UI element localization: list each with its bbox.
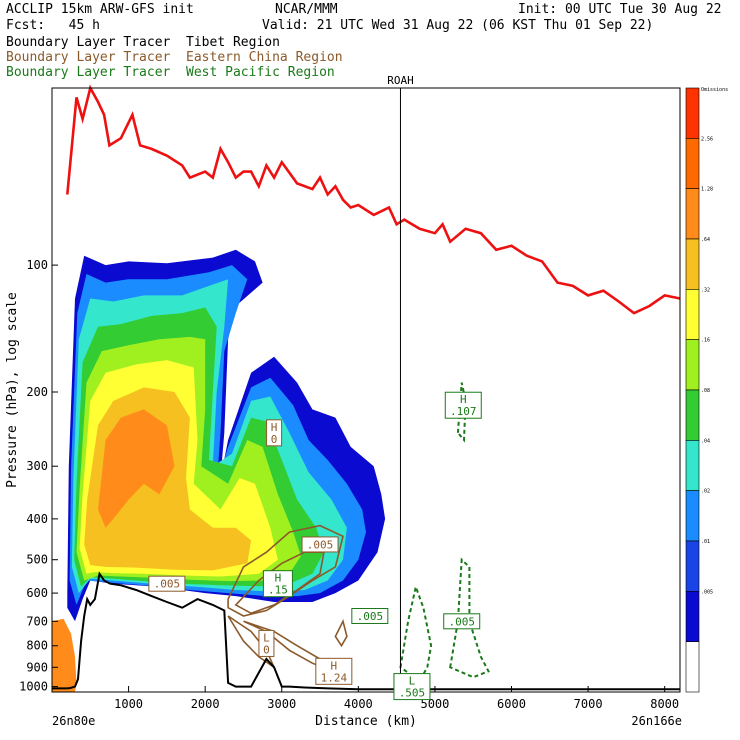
colorbar-level-label: Omissions	[701, 87, 728, 93]
plot-border	[51, 87, 681, 693]
x-tick-label: 6000	[497, 697, 526, 711]
colorbar-level-label: .04	[701, 438, 710, 444]
colorbar-level-label: 2.56	[701, 136, 713, 142]
contour-label-box	[266, 419, 283, 447]
y-tick-label: 700	[26, 614, 48, 628]
contour-label-text: H	[460, 393, 467, 406]
colorbar-swatch	[685, 591, 700, 642]
colorbar-level-label: .02	[701, 489, 710, 495]
contour-label-text: .005	[307, 538, 334, 551]
colorbar-swatch	[685, 289, 700, 340]
model-title: ACCLIP 15km ARW-GFS init	[6, 2, 194, 17]
colorbar-swatch	[685, 440, 700, 491]
contour-label-box	[443, 613, 481, 630]
contour-label-box	[444, 391, 482, 419]
contour-label-value: 1.24	[321, 671, 348, 684]
x-tick-label: 5000	[420, 697, 449, 711]
y-tick-label: 200	[26, 385, 48, 399]
x-tick-label: 7000	[574, 697, 603, 711]
contour-label-value: 0	[263, 643, 270, 656]
contour-label-box	[393, 673, 431, 701]
x-tick-label: 4000	[344, 697, 373, 711]
y-tick-label: 300	[26, 459, 48, 473]
colorbar-swatch	[685, 138, 700, 189]
colorbar-swatch	[685, 339, 700, 391]
contour-label-value: .107	[450, 405, 477, 418]
center-label: NCAR/MMM	[275, 2, 338, 17]
tracer-eastern-china: Boundary Layer Tracer Eastern China Regi…	[6, 50, 343, 65]
colorbar-swatch	[685, 490, 700, 542]
tracer-west-pacific: Boundary Layer Tracer West Pacific Regio…	[6, 65, 335, 80]
east-china-contour-4	[334, 619, 348, 648]
contour-label-text: L	[409, 675, 416, 688]
x-tick-label: 2000	[191, 697, 220, 711]
colorbar-swatch	[685, 238, 700, 290]
colorbar-swatch	[685, 540, 700, 592]
contour-label-value: .15	[268, 584, 288, 597]
y-tick-label: 800	[26, 639, 48, 653]
contour-label-value: .505	[399, 687, 426, 700]
colorbar-level-label: .32	[701, 287, 710, 293]
init-time: Init: 00 UTC Tue 30 Aug 22	[518, 2, 722, 17]
station-label: ROAH	[387, 74, 414, 87]
colorbar-swatch	[685, 641, 700, 693]
contour-label-text: .005	[448, 615, 475, 628]
tracer-tibet: Boundary Layer Tracer Tibet Region	[6, 35, 280, 50]
y-tick-label: 600	[26, 586, 48, 600]
y-tick-label: 1000	[19, 680, 48, 694]
contour-label-box	[301, 536, 339, 553]
colorbar-level-label: .08	[701, 388, 710, 394]
contour-label-text: .005	[357, 610, 384, 623]
contour-label-value: 0	[271, 433, 278, 446]
axes-layer: 1000 2000 3000 4000 5000 6000 7000 800010020030…	[5, 258, 682, 729]
contour-label-text: H	[275, 572, 282, 585]
east-china-contour-0	[227, 524, 344, 617]
tropopause-line	[66, 84, 681, 315]
terrain-line	[52, 571, 680, 691]
tracer-shade-low	[52, 618, 77, 692]
y-tick-label: 500	[26, 553, 48, 567]
y-axis-label: Pressure (hPa), log scale	[5, 292, 20, 488]
forecast-hour: Fcst: 45 h	[6, 18, 100, 33]
contour-label-text: H	[331, 659, 338, 672]
colorbar-swatch	[685, 87, 700, 139]
colorbar-level-label: 1.28	[701, 187, 713, 193]
contour-label-box	[262, 570, 293, 598]
line-layer: ROAH	[52, 74, 681, 692]
colorbar-level-label: .64	[701, 237, 710, 243]
east-china-contour-2	[243, 620, 331, 672]
x-tick-label: 8000	[650, 697, 679, 711]
tracer-shade-7	[98, 409, 175, 528]
contour-label-box	[315, 657, 353, 685]
x-tick-label: 1000	[114, 697, 143, 711]
contour-label-box	[258, 629, 275, 657]
colorbar-level-label: .005	[701, 589, 713, 595]
contour-label-box	[351, 607, 389, 624]
y-tick-label: 100	[26, 258, 48, 272]
y-tick-label: 900	[26, 660, 48, 674]
colorbar-level-label: .01	[701, 539, 710, 545]
left-endpoint-label: 26n80e	[52, 714, 95, 728]
x-tick-label: 3000	[267, 697, 296, 711]
plot-frame	[51, 87, 681, 693]
contour-label-text: .005	[154, 578, 181, 591]
colorbar-swatch	[685, 389, 700, 441]
x-axis-label: Distance (km)	[315, 714, 417, 729]
tracer-fill-layer	[52, 249, 386, 692]
colorbar: Omissions 2.56 1.28 .64 .32 .16 .08 .04 .02 .01 .0…	[685, 87, 728, 693]
west-pacific-contour-1	[399, 583, 433, 683]
right-endpoint-label: 26n166e	[631, 714, 682, 728]
contour-label-text: L	[263, 631, 270, 644]
y-tick-label: 400	[26, 512, 48, 526]
contour-label-box	[148, 575, 186, 592]
colorbar-swatch	[685, 188, 700, 240]
contour-label-text: H	[271, 421, 278, 434]
colorbar-level-label: .16	[701, 338, 710, 344]
valid-time: Valid: 21 UTC Wed 31 Aug 22 (06 KST Thu …	[262, 18, 654, 33]
